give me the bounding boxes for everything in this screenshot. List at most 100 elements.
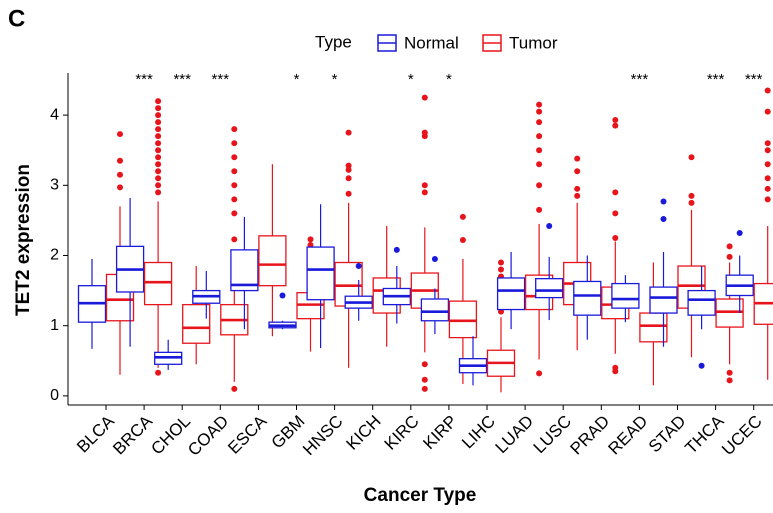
outlier bbox=[612, 234, 619, 241]
outlier bbox=[431, 256, 438, 263]
outlier bbox=[421, 189, 428, 196]
significance: * bbox=[332, 71, 338, 88]
outlier bbox=[345, 162, 352, 169]
outlier bbox=[736, 230, 743, 237]
outlier bbox=[698, 362, 705, 369]
outlier bbox=[421, 376, 428, 383]
box bbox=[687, 289, 716, 316]
y-tick-label: 3 bbox=[50, 177, 59, 194]
box bbox=[182, 303, 211, 344]
outlier bbox=[764, 87, 771, 94]
y-axis-label: TET2 expression bbox=[13, 164, 34, 316]
x-tick-label: BRCA bbox=[109, 411, 156, 458]
outlier bbox=[726, 377, 733, 384]
significance: *** bbox=[173, 71, 191, 88]
outlier bbox=[536, 182, 543, 189]
outlier bbox=[155, 154, 162, 161]
outlier bbox=[231, 385, 238, 392]
legend-title: Type bbox=[315, 32, 352, 51]
outlier bbox=[155, 126, 162, 133]
box bbox=[715, 298, 744, 328]
outlier bbox=[726, 243, 733, 250]
x-tick-label: KICH bbox=[343, 412, 385, 454]
outlier bbox=[155, 112, 162, 119]
x-tick-label: KIRC bbox=[381, 412, 423, 454]
outlier bbox=[536, 147, 543, 154]
box bbox=[639, 312, 668, 343]
box bbox=[258, 235, 287, 287]
outlier bbox=[231, 236, 238, 243]
outlier bbox=[574, 168, 581, 175]
outlier bbox=[421, 182, 428, 189]
outlier bbox=[421, 129, 428, 136]
outlier bbox=[660, 198, 667, 205]
outlier bbox=[355, 263, 362, 270]
outlier bbox=[536, 108, 543, 115]
outlier bbox=[498, 266, 504, 273]
y-tick-label: 0 bbox=[50, 387, 59, 404]
outlier bbox=[231, 168, 238, 175]
x-tick-label: KIRP bbox=[419, 412, 460, 453]
x-tick-label: LUSC bbox=[530, 412, 576, 458]
outlier bbox=[117, 184, 123, 191]
outlier bbox=[345, 175, 352, 182]
box bbox=[306, 246, 335, 301]
outlier bbox=[155, 189, 162, 196]
significance: * bbox=[294, 71, 300, 88]
significance: *** bbox=[631, 71, 649, 88]
outlier bbox=[307, 236, 314, 243]
x-tick-label: STAD bbox=[645, 412, 690, 457]
x-axis-label: Cancer Type bbox=[364, 485, 477, 506]
outlier bbox=[155, 98, 162, 105]
outlier bbox=[612, 117, 619, 124]
outlier bbox=[155, 119, 162, 126]
legend-label: Normal bbox=[404, 33, 459, 52]
y-tick-label: 1 bbox=[50, 317, 59, 334]
outlier bbox=[231, 154, 238, 161]
outlier bbox=[393, 246, 400, 253]
outlier bbox=[117, 171, 123, 178]
outlier bbox=[688, 192, 695, 199]
y-tick-label: 2 bbox=[50, 247, 59, 264]
outlier bbox=[231, 182, 238, 189]
box bbox=[143, 261, 173, 306]
outlier bbox=[536, 119, 543, 126]
outlier bbox=[764, 161, 771, 168]
x-tick-label: LUAD bbox=[492, 412, 538, 458]
x-tick-label: PRAD bbox=[566, 412, 613, 459]
outlier bbox=[231, 126, 238, 133]
box bbox=[496, 277, 526, 311]
outlier bbox=[155, 175, 162, 182]
y-tick-label: 4 bbox=[50, 106, 59, 123]
outlier bbox=[546, 223, 553, 230]
x-tick-label: BLCA bbox=[73, 411, 118, 456]
outlier bbox=[117, 131, 123, 138]
outlier bbox=[764, 196, 771, 203]
outlier bbox=[574, 192, 581, 199]
outlier bbox=[155, 168, 162, 175]
outlier bbox=[764, 147, 771, 154]
significance: * bbox=[408, 71, 414, 88]
outlier bbox=[688, 199, 695, 206]
outlier bbox=[155, 369, 162, 376]
outlier bbox=[155, 147, 162, 154]
outlier bbox=[612, 122, 619, 129]
outlier bbox=[536, 101, 543, 108]
box bbox=[535, 278, 564, 299]
outlier bbox=[421, 385, 428, 392]
outlier bbox=[536, 161, 543, 168]
outlier bbox=[498, 259, 504, 266]
outlier bbox=[421, 94, 428, 101]
outlier bbox=[155, 105, 162, 112]
outlier bbox=[612, 210, 619, 217]
outlier bbox=[155, 182, 162, 189]
outlier bbox=[345, 129, 352, 136]
outlier bbox=[155, 161, 162, 168]
outlier bbox=[536, 370, 543, 377]
outlier bbox=[612, 189, 619, 196]
box bbox=[448, 300, 478, 339]
x-tick-label: ESCA bbox=[224, 411, 271, 458]
x-tick-label: READ bbox=[605, 412, 652, 459]
outlier bbox=[536, 133, 543, 140]
